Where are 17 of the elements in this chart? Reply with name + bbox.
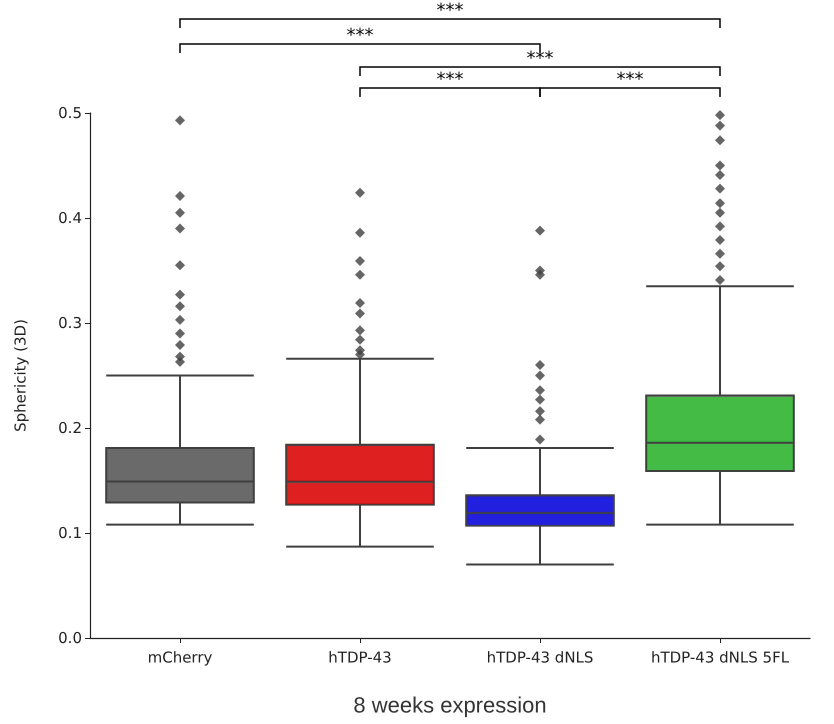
text: *** (436, 69, 464, 90)
x-tick-label: mCherry (148, 648, 212, 666)
text: *** (436, 0, 464, 21)
x-tick-label: hTDP-43 dNLS 5FL (650, 648, 790, 666)
x-tick-label: hTDP-43 (328, 648, 392, 666)
y-tick-label: 0.2 (58, 419, 82, 437)
y-tick-label: 0.1 (58, 524, 82, 542)
x-axis-title: 8 weeks expression (353, 692, 547, 718)
x-tick-label: hTDP-43 dNLS (486, 648, 594, 666)
text: *** (616, 69, 644, 90)
y-tick-label: 0.0 (58, 629, 82, 647)
text: *** (346, 25, 374, 46)
y-tick-label: 0.4 (58, 209, 82, 227)
text: *** (526, 48, 554, 69)
y-axis-title: Sphericity (3D) (12, 319, 30, 432)
y-tick-label: 0.5 (58, 104, 82, 122)
y-tick-label: 0.3 (58, 314, 82, 332)
